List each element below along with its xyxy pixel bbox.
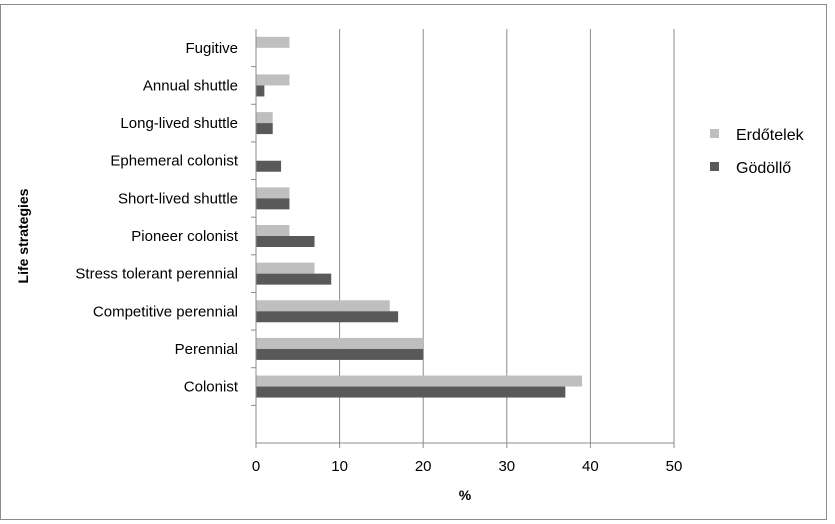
bar-series2 [256, 123, 273, 135]
bar-series1 [256, 375, 583, 387]
category-label: Perennial [175, 341, 238, 358]
bar-series1 [256, 112, 273, 124]
x-tick-label: 50 [666, 458, 683, 475]
bar-series1 [256, 36, 290, 48]
category-label: Long-lived shuttle [120, 115, 238, 132]
bar-series2 [256, 311, 399, 323]
bar-series2 [256, 273, 332, 285]
category-label: Fugitive [185, 40, 238, 57]
gridlines [251, 29, 675, 448]
legend-label: Erdőtelek [736, 127, 805, 144]
x-tick-label: 30 [498, 458, 515, 475]
bar-series1 [256, 300, 390, 312]
bar-series1 [256, 74, 290, 86]
x-tick-labels: 0 10 20 30 40 50 [252, 458, 683, 475]
legend-label: Gödöllő [736, 160, 791, 177]
category-label: Competitive perennial [93, 303, 238, 320]
bar-series2 [256, 85, 265, 97]
category-labels: Fugitive Annual shuttle Long-lived shuttle… [75, 40, 238, 396]
category-label: Annual shuttle [143, 77, 238, 94]
category-label: Ephemeral colonist [110, 153, 238, 170]
chart-frame [0, 4, 827, 520]
x-tick-label: 0 [252, 458, 260, 475]
legend-swatch [710, 129, 719, 138]
bar-series2 [256, 160, 282, 172]
category-label: Colonist [184, 379, 239, 396]
x-tick-label: 10 [331, 458, 348, 475]
bar-series2 [256, 198, 290, 210]
x-axis-title: % [459, 487, 472, 503]
category-label: Stress tolerant perennial [75, 266, 238, 283]
category-label: Pioneer colonist [131, 228, 239, 245]
bar-series2 [256, 386, 566, 398]
bar-series1 [256, 337, 424, 349]
legend-swatch [710, 162, 719, 171]
bar-series1 [256, 262, 315, 274]
bars [256, 36, 583, 398]
y-axis-title: Life strategies [15, 188, 31, 283]
bar-series2 [256, 236, 315, 247]
category-label: Short-lived shuttle [118, 190, 238, 207]
x-tick-label: 20 [415, 458, 432, 475]
x-tick-label: 40 [582, 458, 599, 475]
bar-series1 [256, 225, 290, 236]
legend: Erdőtelek Gödöllő [710, 127, 805, 177]
bar-series2 [256, 348, 424, 360]
bar-series1 [256, 187, 290, 199]
